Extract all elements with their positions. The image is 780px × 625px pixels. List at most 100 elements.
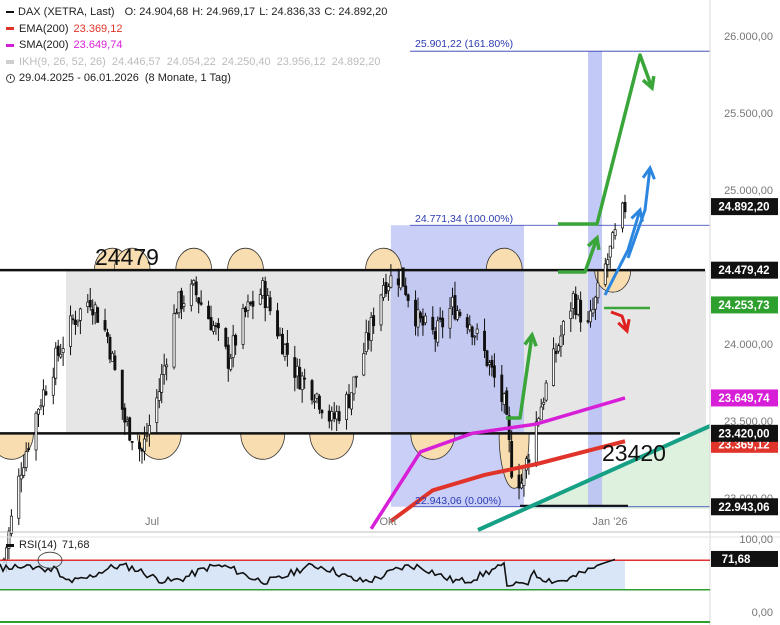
candle-body bbox=[510, 441, 514, 478]
alt-arrow-1 bbox=[603, 209, 642, 296]
candle-body bbox=[574, 294, 578, 315]
legend-sma-label: SMA(200) bbox=[19, 39, 69, 51]
candle-body bbox=[61, 348, 65, 353]
y-tick-label: 25.000,00 bbox=[724, 185, 773, 197]
candle-body bbox=[332, 412, 336, 419]
legend-ikh-value-5: 24.892,20 bbox=[331, 55, 381, 68]
rsi-highlight bbox=[37, 551, 63, 569]
candle-body bbox=[554, 350, 558, 355]
legend-sma-swatch bbox=[6, 43, 14, 47]
candle-body bbox=[276, 310, 279, 337]
scenario-arrows bbox=[506, 53, 656, 420]
bull-arrow-main-head bbox=[641, 75, 656, 92]
candle-body bbox=[285, 342, 289, 355]
bull-arrow-1 bbox=[506, 334, 534, 420]
candle-body bbox=[283, 344, 287, 357]
candle-body bbox=[251, 300, 255, 307]
legend-high: H: 24.969,17 bbox=[192, 6, 256, 18]
candle-body bbox=[534, 421, 538, 463]
support-resistance-highlights bbox=[0, 247, 632, 489]
x-tick-label: Jan '26 bbox=[592, 516, 627, 528]
candle-body bbox=[475, 328, 479, 334]
rsi-line bbox=[0, 558, 616, 587]
candle-body bbox=[192, 280, 196, 285]
support-annotation: 23420 bbox=[602, 440, 666, 466]
candle-body bbox=[177, 291, 181, 314]
support-bump-3 bbox=[240, 432, 286, 460]
candle-body bbox=[22, 467, 26, 476]
candle-body bbox=[155, 397, 159, 423]
candle-body bbox=[569, 310, 573, 320]
rsi-pane: 71,68 100,00 0,00 bbox=[0, 534, 780, 623]
legend-ikh-label: IKH(9, 26, 52, 26) bbox=[19, 55, 106, 68]
rsi-tick-100: 100,00 bbox=[739, 534, 773, 546]
candle-body bbox=[9, 515, 13, 534]
candle-body bbox=[505, 390, 509, 415]
candle-body bbox=[362, 353, 366, 376]
candle-body bbox=[421, 316, 425, 326]
candle-body bbox=[603, 263, 607, 285]
candle-body bbox=[96, 307, 100, 323]
candle-body bbox=[352, 376, 356, 395]
candle-body bbox=[123, 407, 127, 423]
candle-body bbox=[586, 320, 590, 323]
candle-body bbox=[591, 309, 595, 314]
candle-body bbox=[241, 308, 245, 345]
price-tag-ema-text: 23.369,12 bbox=[718, 439, 769, 451]
candle-body bbox=[431, 316, 435, 331]
candle-body bbox=[229, 357, 233, 370]
legend-ikh-value-2: 24.054,22 bbox=[166, 55, 216, 68]
uptrend-line bbox=[477, 424, 711, 532]
x-axis: Jul Okt Jan '26 bbox=[145, 516, 628, 528]
candle-body bbox=[593, 296, 597, 310]
candle-body bbox=[317, 395, 321, 410]
legend-period: (8 Monate, 1 Tag) bbox=[144, 72, 231, 84]
resistance-annotation: 24479 bbox=[95, 244, 159, 270]
candle-body bbox=[313, 400, 316, 403]
fib-mid-label: 24.771,34 (100.00%) bbox=[415, 213, 513, 225]
legend-sma: SMA(200) 23.649,74 bbox=[6, 37, 391, 54]
candle-body bbox=[157, 391, 161, 401]
candle-body bbox=[364, 332, 368, 352]
candle-body bbox=[367, 332, 371, 341]
candle-body bbox=[145, 434, 149, 437]
candle-body bbox=[27, 448, 31, 450]
ema200-line bbox=[389, 439, 626, 523]
candle-body bbox=[438, 317, 442, 320]
candle-body bbox=[140, 449, 144, 452]
chart-legend: DAX (XETRA, Last) O: 24.904,68 H: 24.969… bbox=[6, 4, 391, 87]
candlesticks bbox=[2, 194, 627, 572]
candle-body bbox=[34, 412, 38, 451]
rsi-tick-0: 0,00 bbox=[752, 607, 773, 619]
legend-symbol: DAX (XETRA, Last) bbox=[18, 6, 115, 18]
candle-body bbox=[576, 298, 580, 315]
candle-body bbox=[406, 294, 410, 301]
price-tag-ikh bbox=[711, 296, 778, 314]
candle-body bbox=[248, 302, 252, 305]
price-tag-last-text: 24.892,20 bbox=[718, 202, 769, 214]
candle-body bbox=[160, 373, 164, 393]
candle-body bbox=[231, 335, 235, 358]
candle-body bbox=[470, 326, 474, 338]
candle-body bbox=[278, 333, 282, 336]
candle-body bbox=[401, 267, 405, 287]
candle-body bbox=[500, 374, 504, 402]
fib-base-label: 22.943,06 (0.00%) bbox=[415, 495, 501, 507]
candle-body bbox=[197, 297, 201, 304]
candle-body bbox=[51, 376, 55, 396]
rsi-legend-value: 71,68 bbox=[61, 539, 90, 551]
candle-body bbox=[571, 293, 575, 309]
resistance-bump-5 bbox=[365, 247, 402, 271]
candle-body bbox=[7, 530, 11, 549]
candle-body bbox=[295, 365, 299, 377]
y-tick-label: 26.000,00 bbox=[724, 31, 773, 43]
legend-low: L: 24.836,33 bbox=[259, 6, 321, 18]
candle-body bbox=[465, 317, 469, 328]
candle-body bbox=[613, 229, 617, 236]
candle-body bbox=[162, 365, 166, 376]
candle-body bbox=[423, 315, 427, 324]
price-tag-resistance-text: 24.479,42 bbox=[718, 265, 769, 277]
candle-body bbox=[441, 317, 445, 328]
candle-body bbox=[436, 320, 440, 343]
candle-body bbox=[606, 259, 610, 265]
